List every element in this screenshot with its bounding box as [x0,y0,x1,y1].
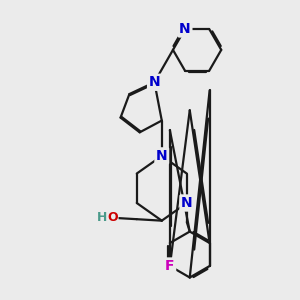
Text: F: F [165,259,175,273]
Text: H: H [97,211,107,224]
Text: N: N [148,75,160,89]
Text: N: N [156,149,168,163]
Text: N: N [179,22,191,36]
Text: O: O [107,211,118,224]
Text: N: N [181,196,193,210]
